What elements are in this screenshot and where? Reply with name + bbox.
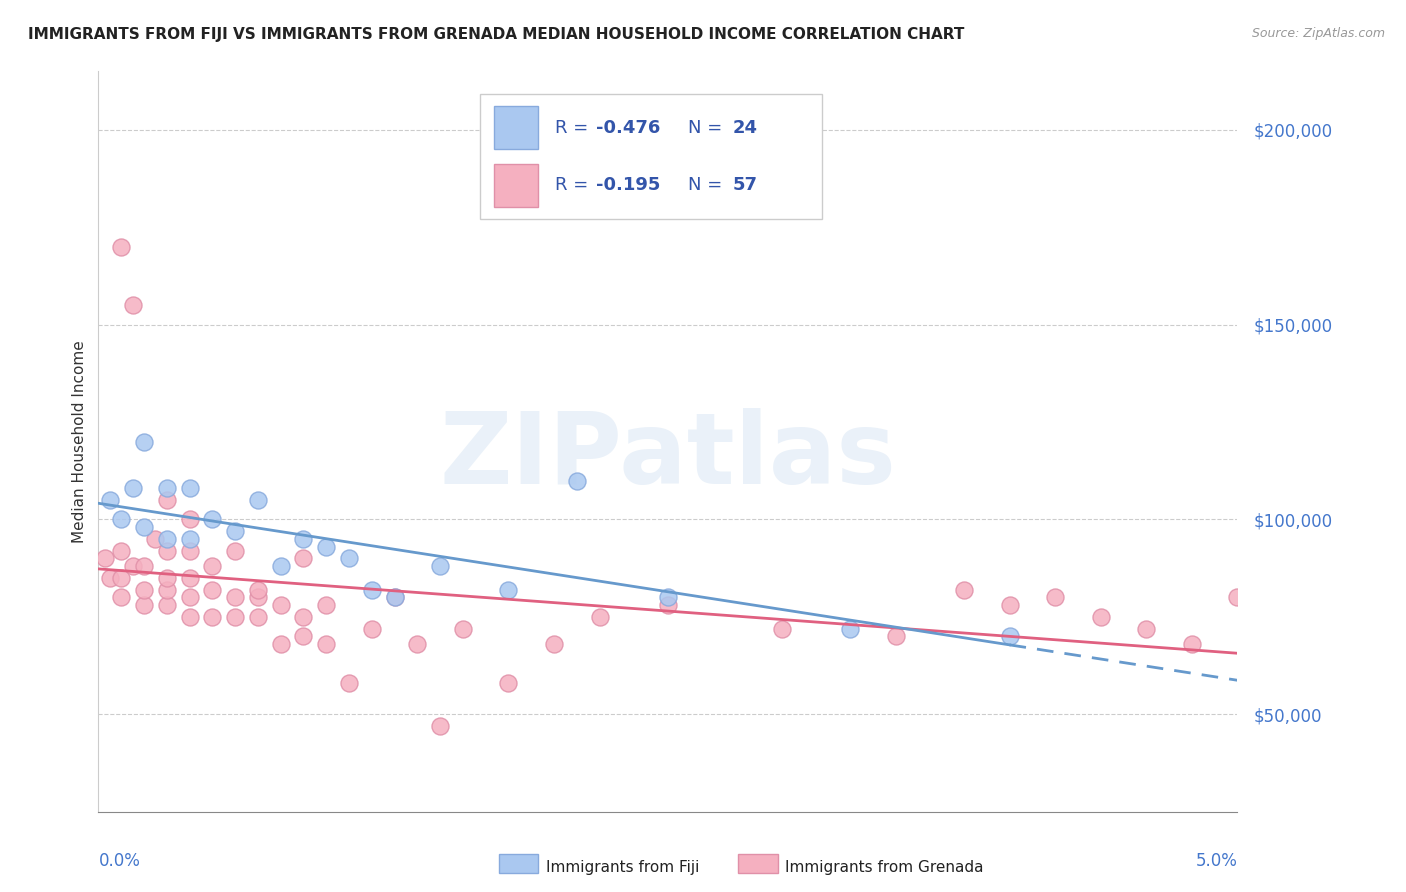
Point (543, 637, 565, 651)
Point (292, 551, 315, 566)
Point (406, 637, 429, 651)
Point (132, 434, 155, 449)
Point (384, 591, 406, 605)
Point (224, 543, 246, 558)
Y-axis label: Median Household Income: Median Household Income (72, 340, 87, 543)
Point (224, 524, 246, 538)
Point (1043, 591, 1066, 605)
Point (224, 591, 246, 605)
Text: Immigrants from Fiji: Immigrants from Fiji (546, 860, 699, 874)
Point (1135, 622, 1157, 636)
Point (156, 532, 179, 546)
Point (360, 622, 382, 636)
Point (132, 559, 155, 574)
Point (156, 582, 179, 597)
Point (110, 591, 132, 605)
Point (315, 637, 337, 651)
Point (110, 512, 132, 526)
Point (998, 629, 1021, 643)
Point (246, 582, 269, 597)
Point (98, 493, 121, 508)
Text: IMMIGRANTS FROM FIJI VS IMMIGRANTS FROM GRENADA MEDIAN HOUSEHOLD INCOME CORRELAT: IMMIGRANTS FROM FIJI VS IMMIGRANTS FROM … (28, 27, 965, 42)
Point (156, 571, 179, 585)
Point (953, 582, 976, 597)
Point (1226, 591, 1249, 605)
Point (246, 493, 269, 508)
Point (337, 676, 360, 690)
Point (145, 532, 167, 546)
Point (179, 591, 201, 605)
Point (315, 598, 337, 612)
Point (179, 610, 201, 624)
Point (179, 532, 201, 546)
Point (132, 582, 155, 597)
Point (292, 532, 315, 546)
Text: 5.0%: 5.0% (1195, 853, 1237, 871)
Point (201, 610, 224, 624)
Point (246, 591, 269, 605)
Point (110, 543, 132, 558)
Point (384, 591, 406, 605)
Point (770, 622, 793, 636)
Point (498, 582, 520, 597)
Point (156, 493, 179, 508)
Point (156, 543, 179, 558)
Point (270, 637, 292, 651)
Point (270, 598, 292, 612)
Point (270, 559, 292, 574)
Point (657, 598, 679, 612)
Point (498, 676, 520, 690)
Text: Source: ZipAtlas.com: Source: ZipAtlas.com (1251, 27, 1385, 40)
Point (657, 591, 679, 605)
Point (565, 474, 588, 488)
Point (132, 598, 155, 612)
Point (121, 559, 143, 574)
Point (179, 571, 201, 585)
Point (110, 240, 132, 254)
Point (315, 540, 337, 554)
Point (292, 629, 315, 643)
Point (246, 610, 269, 624)
Point (179, 543, 201, 558)
Text: Immigrants from Grenada: Immigrants from Grenada (785, 860, 983, 874)
Point (179, 481, 201, 495)
Text: 0.0%: 0.0% (98, 853, 141, 871)
Text: ZIPatlas: ZIPatlas (440, 408, 896, 505)
Point (224, 610, 246, 624)
Point (201, 512, 224, 526)
Point (451, 622, 474, 636)
Point (360, 582, 382, 597)
Point (429, 559, 451, 574)
Point (884, 629, 907, 643)
Point (94, 551, 117, 566)
Point (156, 598, 179, 612)
Point (98, 571, 121, 585)
Point (179, 512, 201, 526)
Point (201, 559, 224, 574)
Point (839, 622, 862, 636)
Point (1181, 637, 1204, 651)
Point (121, 298, 143, 312)
Point (1090, 610, 1112, 624)
Point (588, 610, 610, 624)
Point (110, 571, 132, 585)
Point (998, 598, 1021, 612)
Point (132, 520, 155, 534)
Point (337, 551, 360, 566)
Point (429, 719, 451, 733)
Point (121, 481, 143, 495)
Point (292, 610, 315, 624)
Point (156, 481, 179, 495)
Point (201, 582, 224, 597)
